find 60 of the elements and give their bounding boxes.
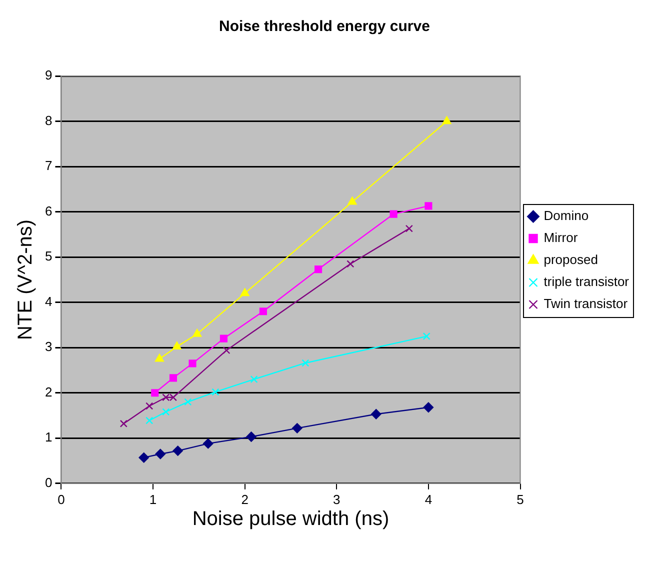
x-tick-label: 4 <box>424 492 432 507</box>
point <box>146 416 154 424</box>
point <box>302 359 310 367</box>
point <box>162 394 170 402</box>
point <box>423 402 434 412</box>
point <box>259 308 267 316</box>
point <box>371 409 382 420</box>
x-axis-title: Noise pulse width (ns) <box>192 508 390 530</box>
y-tick-label: 1 <box>44 430 52 445</box>
x-tick-label: 0 <box>58 492 65 507</box>
y-tick-label: 6 <box>44 203 52 218</box>
point <box>346 260 354 268</box>
point <box>169 374 178 382</box>
point <box>188 360 196 368</box>
legend-label: proposed <box>544 252 598 268</box>
point <box>154 354 164 362</box>
y-tick-label: 0 <box>44 474 52 490</box>
point <box>222 346 230 354</box>
point <box>184 398 192 406</box>
point <box>155 448 166 460</box>
y-tick-label: 2 <box>44 384 52 400</box>
point <box>169 394 178 402</box>
y-tick-label: 7 <box>44 158 52 174</box>
point <box>424 202 432 210</box>
legend-label: Twin transistor <box>544 296 628 312</box>
point <box>240 288 250 296</box>
point <box>442 116 452 124</box>
point <box>172 446 183 456</box>
x-tick-label: 5 <box>516 492 524 507</box>
point <box>405 224 413 232</box>
point <box>422 332 430 340</box>
point <box>203 438 214 449</box>
y-tick-label: 9 <box>44 68 52 83</box>
x-tick-label: 3 <box>333 492 340 507</box>
point <box>138 452 149 463</box>
point <box>220 334 228 342</box>
point <box>348 196 357 205</box>
point <box>120 420 128 428</box>
point <box>250 376 258 384</box>
y-tick-label: 5 <box>44 248 52 264</box>
point <box>246 432 256 442</box>
point <box>192 328 202 337</box>
y-tick-label: 4 <box>44 294 52 309</box>
point <box>162 408 170 416</box>
legend-label: Mirror <box>544 230 578 246</box>
x-tick-label: 2 <box>241 492 248 507</box>
point <box>172 342 182 350</box>
legend-label: Domino <box>544 208 589 224</box>
point <box>390 210 398 218</box>
point <box>212 388 220 396</box>
point <box>314 266 322 274</box>
y-tick-label: 8 <box>44 112 52 128</box>
y-tick-label: 3 <box>44 339 52 354</box>
point <box>151 389 159 397</box>
chart-title: Noise threshold energy curve <box>219 18 430 36</box>
legend-label: triple transistor <box>544 274 630 290</box>
x-tick-label: 1 <box>149 492 157 507</box>
y-axis-title: NTE (V^2-ns) <box>14 219 37 340</box>
point <box>292 423 302 434</box>
point <box>146 402 154 410</box>
